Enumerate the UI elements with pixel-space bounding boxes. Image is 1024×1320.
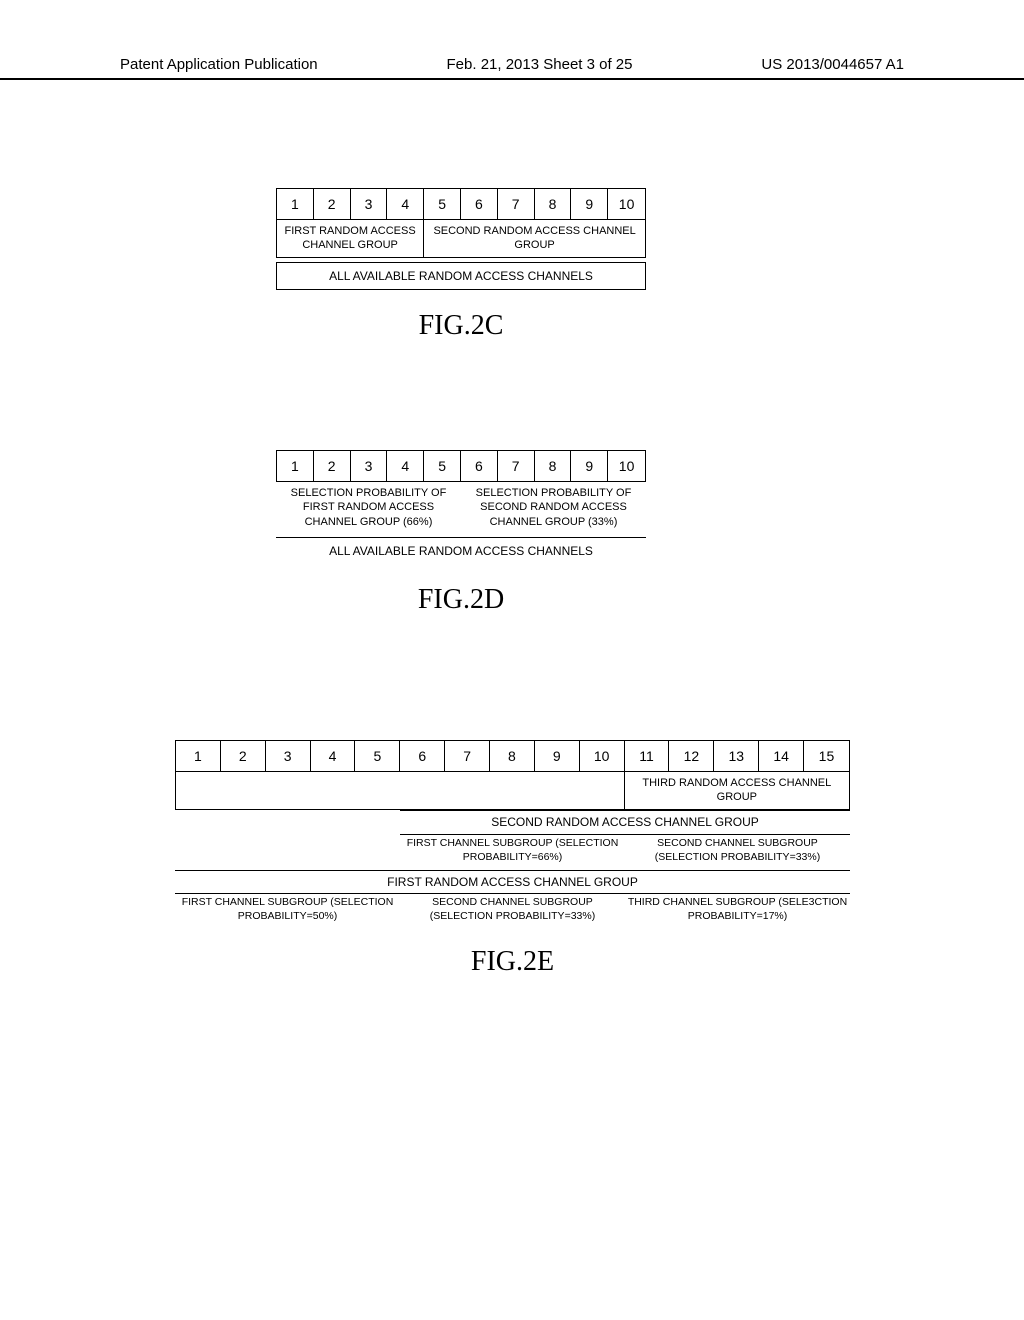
channel-cell: 3 <box>351 451 388 481</box>
fig2d-group1: SELECTION PROBABILITY OF FIRST RANDOM AC… <box>276 482 461 533</box>
fig2d-label: FIG.2D <box>418 584 504 616</box>
fig2d-bottom: ALL AVAILABLE RANDOM ACCESS CHANNELS <box>276 537 646 564</box>
channel-cell: 1 <box>277 189 314 219</box>
page-header: Patent Application Publication Feb. 21, … <box>0 56 1024 80</box>
fig2e-sub2: SECOND CHANNEL SUBGROUP (SELECTION PROBA… <box>625 834 850 866</box>
channel-cell: 2 <box>314 451 351 481</box>
channel-cell: 6 <box>461 451 498 481</box>
channel-cell: 9 <box>571 451 608 481</box>
channel-cell: 4 <box>311 741 356 771</box>
header-patent-number: US 2013/0044657 A1 <box>761 56 904 73</box>
channel-cell: 3 <box>266 741 311 771</box>
fig2e-sub1: FIRST CHANNEL SUBGROUP (SELECTION PROBAB… <box>400 834 625 866</box>
fig2c-group-row: FIRST RANDOM ACCESS CHANNEL GROUP SECOND… <box>276 220 646 258</box>
channel-cell: 15 <box>804 741 849 771</box>
fig2e-row3: FIRST CHANNEL SUBGROUP (SELECTION PROBAB… <box>175 834 850 866</box>
fig2e-label: FIG.2E <box>471 946 554 978</box>
header-date-sheet: Feb. 21, 2013 Sheet 3 of 25 <box>447 56 633 73</box>
fig2e-row5-sub1: FIRST CHANNEL SUBGROUP (SELECTION PROBAB… <box>175 894 400 925</box>
channel-cell: 9 <box>571 189 608 219</box>
channel-cell: 6 <box>461 189 498 219</box>
channel-cell: 10 <box>608 451 645 481</box>
fig2e-third-group: THIRD RANDOM ACCESS CHANNEL GROUP <box>625 772 849 809</box>
channel-cell: 8 <box>535 189 572 219</box>
channel-cell: 7 <box>445 741 490 771</box>
fig2d-group-row: SELECTION PROBABILITY OF FIRST RANDOM AC… <box>276 482 646 533</box>
channel-cell: 4 <box>387 189 424 219</box>
fig2d-group2: SELECTION PROBABILITY OF SECOND RANDOM A… <box>461 482 646 533</box>
figure-2c: 1 2 3 4 5 6 7 8 9 10 FIRST RANDOM ACCESS… <box>276 188 646 342</box>
fig2c-channel-row: 1 2 3 4 5 6 7 8 9 10 <box>276 188 646 220</box>
channel-cell: 14 <box>759 741 804 771</box>
channel-cell: 2 <box>221 741 266 771</box>
channel-cell: 7 <box>498 451 535 481</box>
channel-cell: 11 <box>625 741 670 771</box>
channel-cell: 10 <box>608 189 645 219</box>
header-publication: Patent Application Publication <box>120 56 318 73</box>
channel-cell: 5 <box>424 451 461 481</box>
fig2c-group2: SECOND RANDOM ACCESS CHANNEL GROUP <box>424 220 645 257</box>
channel-cell: 1 <box>277 451 314 481</box>
fig2e-channel-row: 1 2 3 4 5 6 7 8 9 10 11 12 13 14 15 <box>175 740 850 772</box>
channel-cell: 5 <box>424 189 461 219</box>
channel-cell: 6 <box>400 741 445 771</box>
channel-cell: 13 <box>714 741 759 771</box>
fig2d-channel-row: 1 2 3 4 5 6 7 8 9 10 <box>276 450 646 482</box>
channel-cell: 1 <box>176 741 221 771</box>
channel-cell: 3 <box>351 189 388 219</box>
fig2e-row1: THIRD RANDOM ACCESS CHANNEL GROUP <box>175 772 850 810</box>
channel-cell: 10 <box>580 741 625 771</box>
fig2e-row5: FIRST CHANNEL SUBGROUP (SELECTION PROBAB… <box>175 893 850 925</box>
fig2e-row5-sub2: SECOND CHANNEL SUBGROUP (SELECTION PROBA… <box>400 894 625 925</box>
fig2e-second-group: SECOND RANDOM ACCESS CHANNEL GROUP <box>400 810 850 835</box>
channel-cell: 5 <box>355 741 400 771</box>
channel-cell: 12 <box>669 741 714 771</box>
channel-cell: 9 <box>535 741 580 771</box>
fig2c-label: FIG.2C <box>419 310 504 342</box>
channel-cell: 7 <box>498 189 535 219</box>
figure-2e: 1 2 3 4 5 6 7 8 9 10 11 12 13 14 15 THIR… <box>175 740 850 978</box>
channel-cell: 2 <box>314 189 351 219</box>
fig2e-first-group: FIRST RANDOM ACCESS CHANNEL GROUP <box>175 870 850 893</box>
fig2e-row2: SECOND RANDOM ACCESS CHANNEL GROUP <box>175 810 850 835</box>
channel-cell: 4 <box>387 451 424 481</box>
fig2e-row5-sub3: THIRD CHANNEL SUBGROUP (SELE3CTION PROBA… <box>625 894 850 925</box>
fig2c-group1: FIRST RANDOM ACCESS CHANNEL GROUP <box>277 220 424 257</box>
fig2c-bottom: ALL AVAILABLE RANDOM ACCESS CHANNELS <box>276 262 646 290</box>
channel-cell: 8 <box>490 741 535 771</box>
figure-2d: 1 2 3 4 5 6 7 8 9 10 SELECTION PROBABILI… <box>276 450 646 616</box>
channel-cell: 8 <box>535 451 572 481</box>
